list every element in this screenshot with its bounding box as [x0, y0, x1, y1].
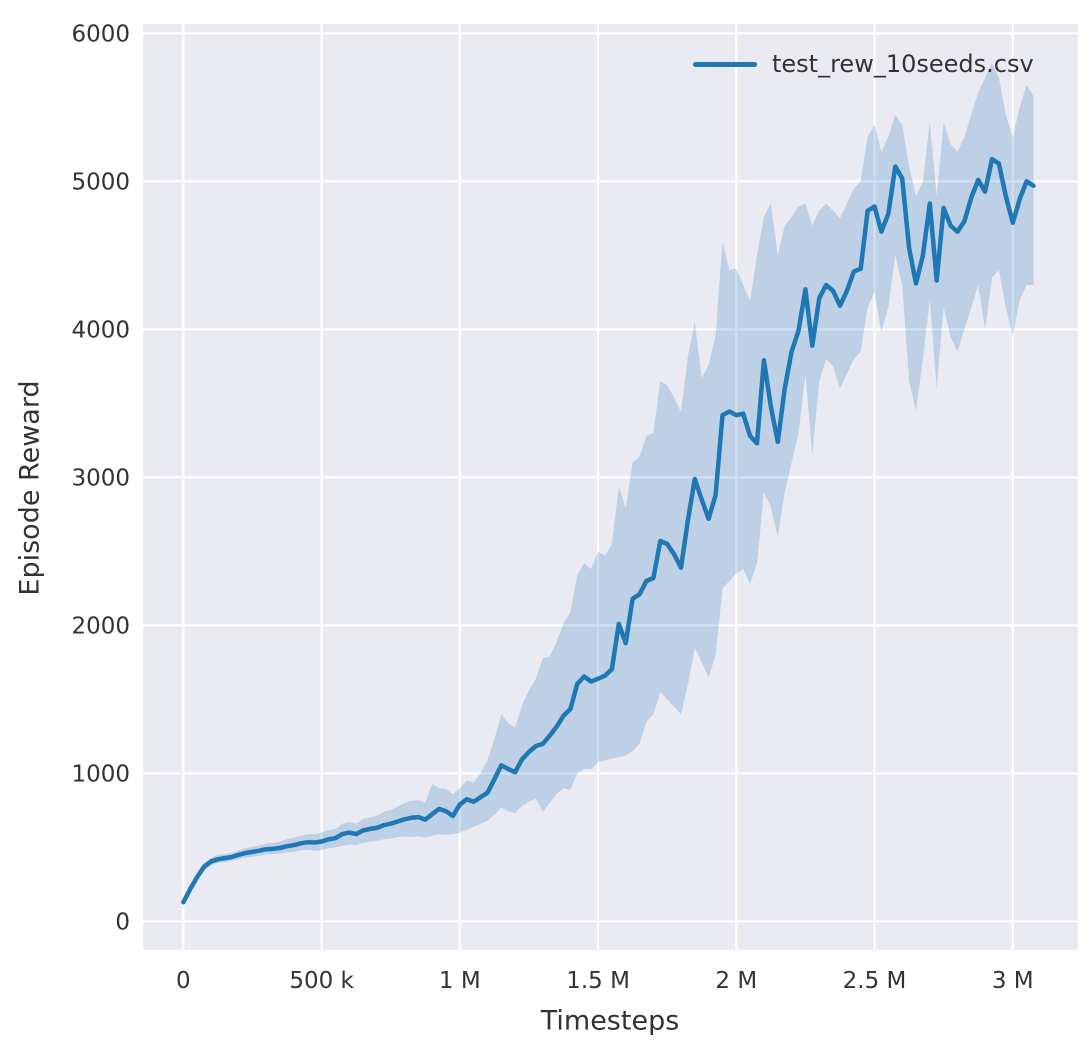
x-tick-label: 1.5 M	[566, 968, 630, 994]
x-tick-label: 1 M	[439, 968, 481, 994]
confidence-band	[183, 62, 1034, 904]
x-tick-label: 2 M	[715, 968, 757, 994]
y-axis-label: Episode Reward	[14, 380, 46, 596]
x-tick-label: 3 M	[992, 968, 1034, 994]
x-axis-label: Timesteps	[540, 1005, 680, 1037]
mean-reward-line	[181, 156, 1036, 905]
legend-label: test_rew_10seeds.csv	[772, 50, 1034, 78]
plot-background	[143, 24, 1078, 950]
y-tick-label: 1000	[71, 761, 130, 787]
x-tick-label: 2.5 M	[843, 968, 907, 994]
x-tick-label: 0	[176, 968, 191, 994]
y-tick-label: 2000	[71, 613, 130, 639]
y-tick-label: 5000	[71, 169, 130, 195]
legend-line-swatch	[693, 61, 757, 67]
y-tick-label: 0	[115, 909, 130, 935]
y-tick-label: 3000	[71, 465, 130, 491]
x-tick-label: 500 k	[289, 968, 354, 994]
y-tick-label: 6000	[71, 21, 130, 47]
y-tick-label: 4000	[71, 317, 130, 343]
legend: test_rew_10seeds.csv	[693, 50, 1034, 78]
